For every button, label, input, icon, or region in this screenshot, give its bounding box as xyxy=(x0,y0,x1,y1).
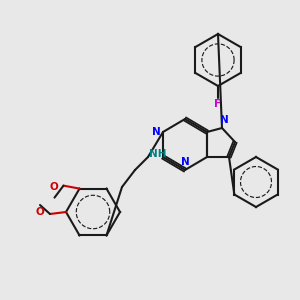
Text: N: N xyxy=(152,127,160,137)
Text: N: N xyxy=(220,115,228,125)
Text: F: F xyxy=(214,99,222,109)
Text: NH: NH xyxy=(149,149,167,159)
Text: O: O xyxy=(36,207,44,217)
Text: O: O xyxy=(49,182,58,192)
Text: N: N xyxy=(181,157,189,167)
